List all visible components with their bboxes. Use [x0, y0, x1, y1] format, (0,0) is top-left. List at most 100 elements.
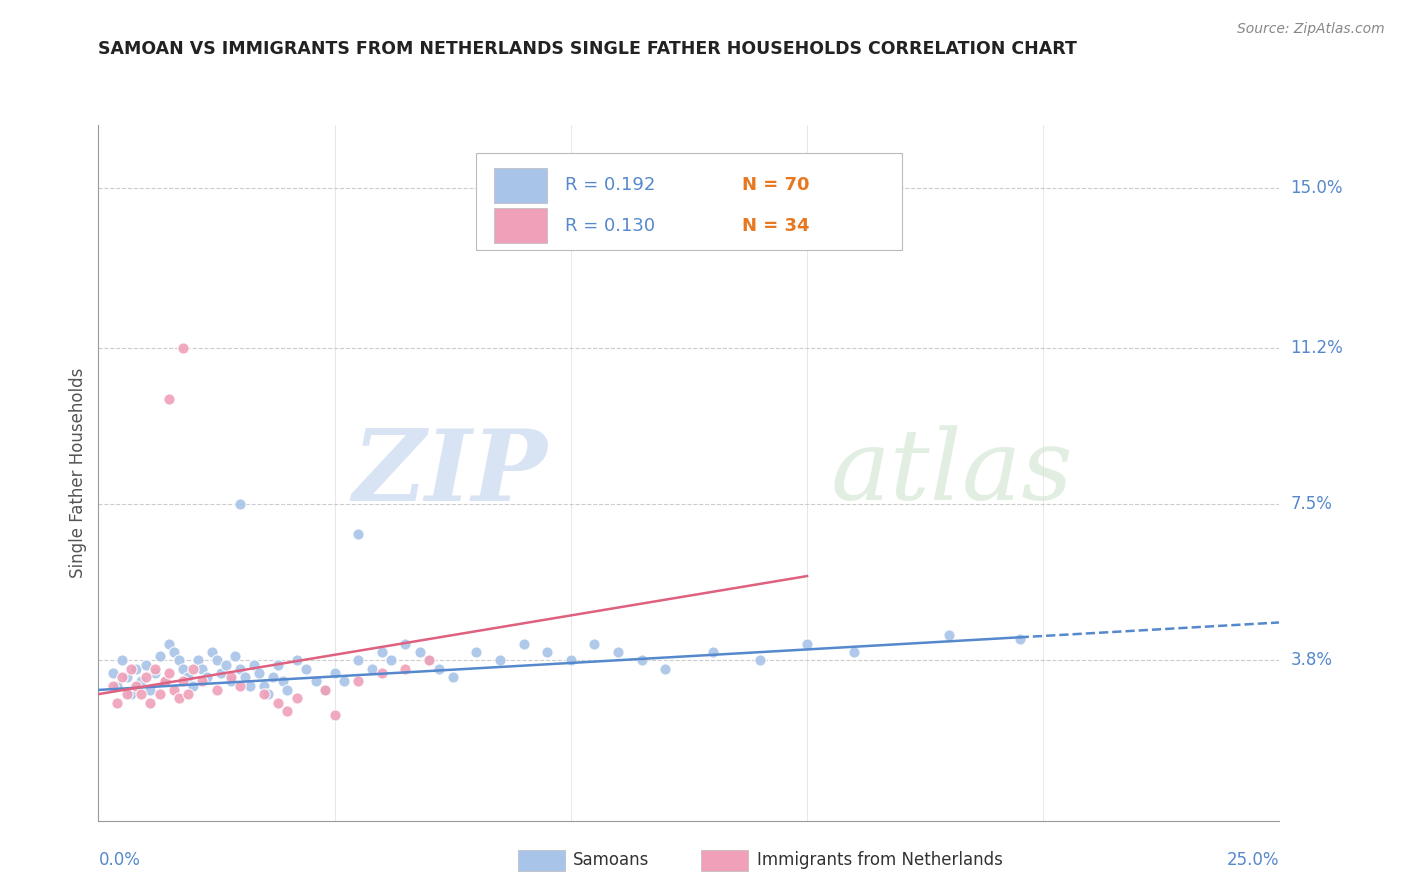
Point	[125, 662, 148, 676]
Point	[239, 679, 262, 693]
Point	[101, 679, 124, 693]
Point	[323, 666, 346, 681]
Point	[247, 666, 270, 681]
Point	[149, 649, 172, 664]
Point	[271, 674, 294, 689]
Text: SAMOAN VS IMMIGRANTS FROM NETHERLANDS SINGLE FATHER HOUSEHOLDS CORRELATION CHART: SAMOAN VS IMMIGRANTS FROM NETHERLANDS SI…	[98, 40, 1077, 58]
Text: atlas: atlas	[831, 425, 1073, 520]
Point	[229, 497, 252, 511]
Point	[157, 392, 180, 406]
Text: N = 34: N = 34	[742, 217, 810, 235]
Point	[314, 682, 336, 697]
Point	[938, 628, 960, 642]
Point	[253, 687, 276, 701]
Point	[105, 679, 128, 693]
FancyBboxPatch shape	[494, 168, 547, 202]
Point	[115, 687, 138, 701]
Point	[101, 666, 124, 681]
Point	[1008, 632, 1031, 647]
Point	[129, 687, 152, 701]
Point	[195, 670, 218, 684]
Point	[125, 679, 148, 693]
Point	[215, 657, 238, 672]
Point	[512, 636, 534, 650]
Point	[129, 674, 152, 689]
Text: R = 0.130: R = 0.130	[565, 217, 655, 235]
Point	[139, 696, 162, 710]
Point	[295, 662, 318, 676]
Point	[243, 657, 266, 672]
Point	[153, 674, 176, 689]
Point	[111, 670, 134, 684]
Point	[371, 666, 394, 681]
Point	[229, 679, 252, 693]
Point	[285, 653, 308, 667]
Point	[607, 645, 630, 659]
Point	[427, 662, 450, 676]
Point	[262, 670, 284, 684]
Point	[276, 682, 298, 697]
Point	[560, 653, 582, 667]
Point	[167, 691, 190, 706]
Point	[229, 662, 252, 676]
Point	[347, 674, 370, 689]
Point	[157, 666, 180, 681]
Point	[181, 679, 204, 693]
Point	[347, 527, 370, 541]
Point	[163, 645, 186, 659]
Point	[418, 653, 440, 667]
Point	[441, 670, 464, 684]
Point	[172, 662, 194, 676]
Point	[177, 670, 200, 684]
Point	[219, 674, 242, 689]
Point	[748, 653, 770, 667]
Point	[844, 645, 866, 659]
Point	[201, 645, 224, 659]
Point	[167, 653, 190, 667]
Text: N = 70: N = 70	[742, 177, 810, 194]
Point	[172, 674, 194, 689]
Point	[135, 657, 157, 672]
Point	[796, 636, 818, 650]
Point	[157, 636, 180, 650]
Point	[305, 674, 328, 689]
Point	[276, 704, 298, 718]
Point	[333, 674, 356, 689]
Point	[489, 653, 512, 667]
Point	[205, 653, 228, 667]
Text: R = 0.192: R = 0.192	[565, 177, 655, 194]
Point	[285, 691, 308, 706]
Point	[583, 636, 606, 650]
Point	[209, 666, 232, 681]
Point	[267, 657, 290, 672]
Point	[135, 670, 157, 684]
Point	[394, 636, 416, 650]
Point	[408, 645, 430, 659]
Text: Source: ZipAtlas.com: Source: ZipAtlas.com	[1237, 22, 1385, 37]
Point	[153, 674, 176, 689]
Point	[253, 679, 276, 693]
Point	[257, 687, 280, 701]
Point	[172, 342, 194, 356]
Point	[654, 662, 676, 676]
FancyBboxPatch shape	[494, 209, 547, 244]
FancyBboxPatch shape	[477, 153, 901, 250]
Point	[139, 682, 162, 697]
Text: 7.5%: 7.5%	[1291, 495, 1333, 514]
Point	[149, 687, 172, 701]
Point	[323, 708, 346, 723]
Point	[371, 645, 394, 659]
Text: Samoans: Samoans	[574, 851, 650, 870]
Point	[187, 653, 209, 667]
Point	[224, 649, 246, 664]
Point	[219, 670, 242, 684]
Point	[233, 670, 256, 684]
Point	[347, 653, 370, 667]
Point	[702, 645, 724, 659]
Point	[361, 662, 384, 676]
Point	[536, 645, 558, 659]
Point	[143, 666, 166, 681]
Point	[630, 653, 652, 667]
Y-axis label: Single Father Households: Single Father Households	[69, 368, 87, 578]
Text: 25.0%: 25.0%	[1227, 851, 1279, 869]
